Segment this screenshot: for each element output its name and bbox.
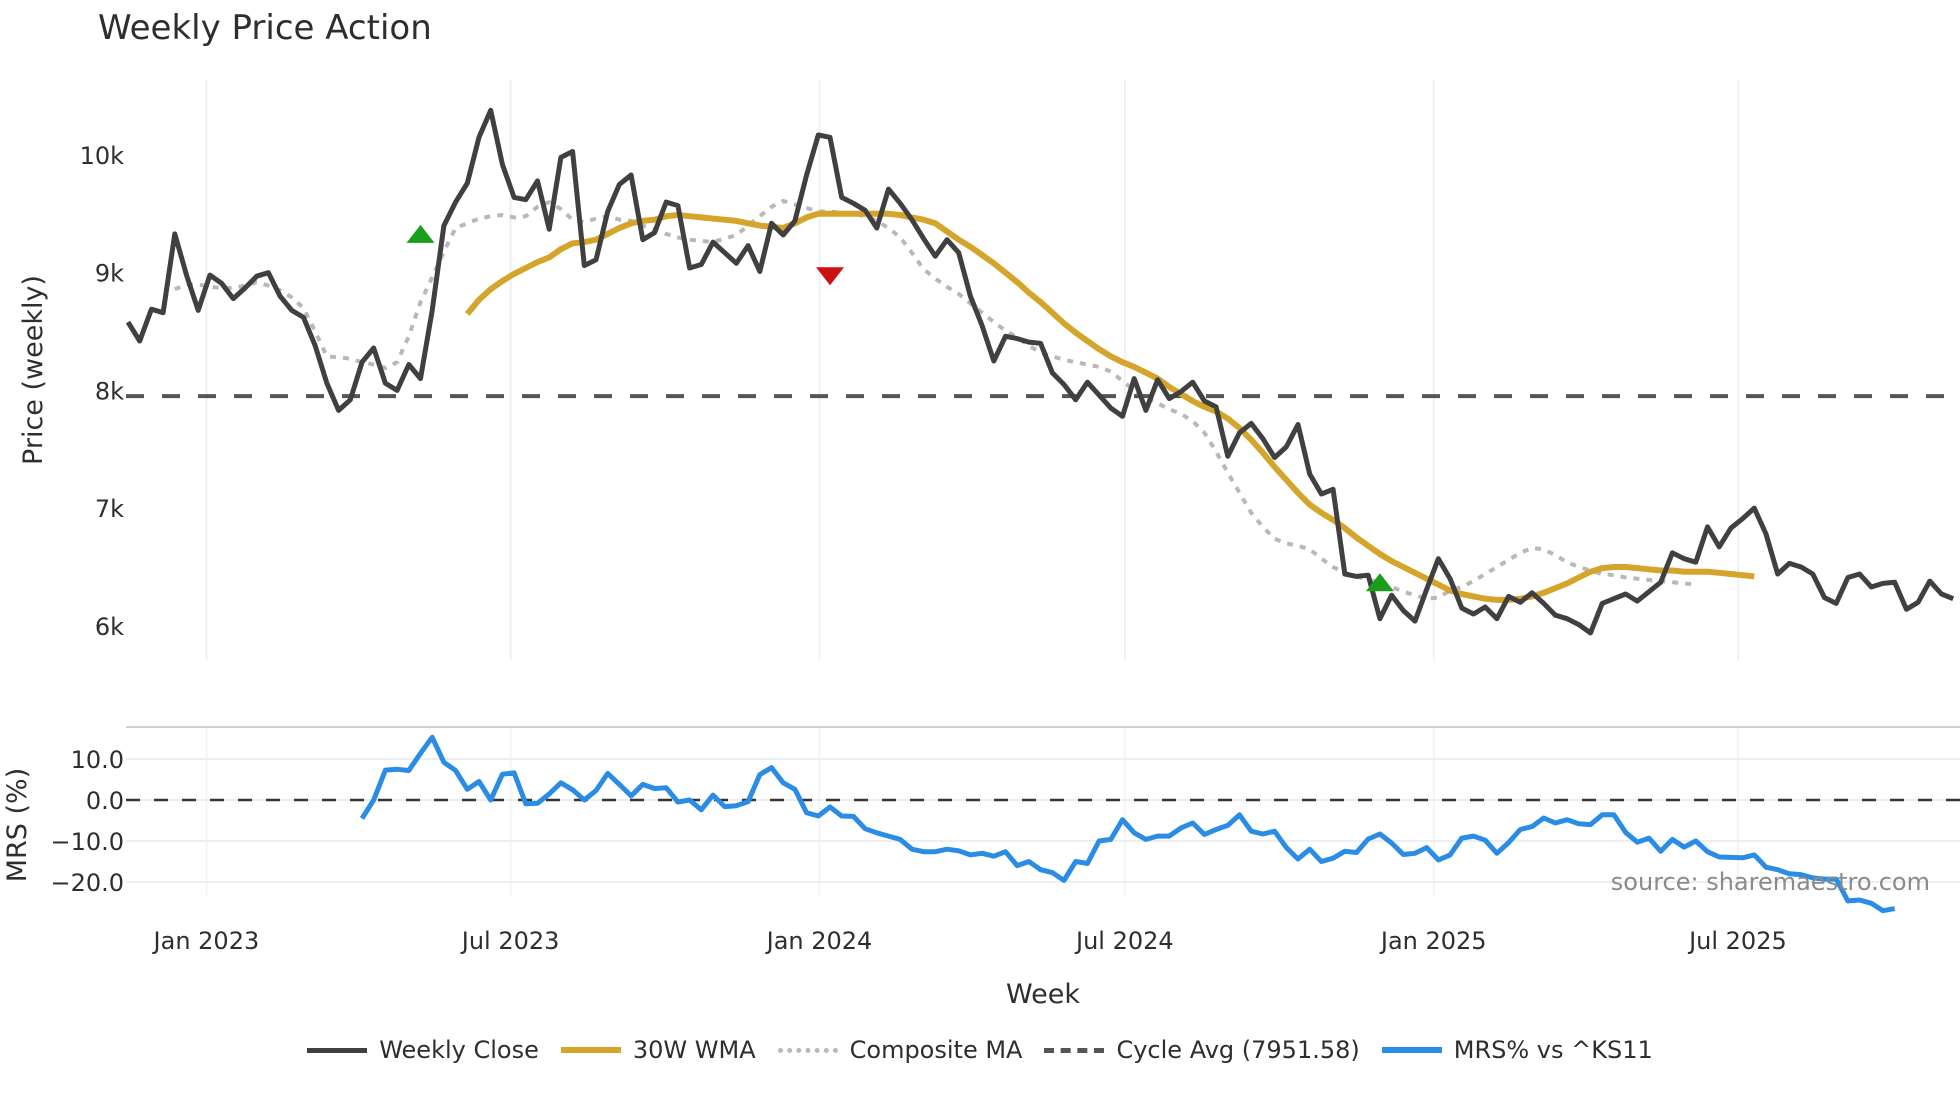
mrs-tick-label: −10.0 — [50, 828, 124, 856]
x-tick-label: Jan 2024 — [765, 927, 873, 955]
price-tick-label: 8k — [95, 377, 124, 405]
x-tick-label: Jul 2024 — [1074, 927, 1174, 955]
buy-signal-triangle-icon — [1365, 573, 1394, 592]
x-tick-label: Jan 2025 — [1379, 927, 1487, 955]
axis-ticks: Jan 2023 Jul 2023 Jan 2024 Jul 2024 Jan 2025… — [50, 142, 1786, 955]
legend-label: Composite MA — [849, 1036, 1023, 1064]
legend-item-30w-wma[interactable]: 30W WMA — [560, 1036, 756, 1064]
x-tick-label: Jan 2023 — [152, 927, 260, 955]
line-swatch-icon — [1381, 1047, 1442, 1053]
x-axis-title: Week — [1006, 979, 1080, 1010]
legend-label: MRS% vs ^KS11 — [1453, 1036, 1653, 1064]
dashed-swatch-icon — [1044, 1047, 1105, 1053]
price-tick-label: 6k — [95, 613, 124, 641]
reference-lines — [126, 394, 1960, 802]
legend-item-cycle-avg[interactable]: Cycle Avg (7951.58) — [1044, 1036, 1360, 1064]
legend-label: 30W WMA — [632, 1036, 756, 1064]
legend-item-mrs[interactable]: MRS% vs ^KS11 — [1381, 1036, 1653, 1064]
x-tick-label: Jul 2025 — [1687, 927, 1787, 955]
legend-item-composite-ma[interactable]: Composite MA — [777, 1036, 1023, 1064]
source-watermark: source: sharemaestro.com — [1611, 868, 1930, 896]
buy-signal-triangle-icon — [406, 224, 435, 243]
composite-ma-line — [174, 198, 1697, 601]
mrs-line — [359, 734, 1896, 914]
line-swatch-icon — [560, 1047, 621, 1053]
price-tick-label: 9k — [95, 260, 124, 288]
mrs-tick-label: 0.0 — [86, 787, 124, 815]
price-tick-label: 10k — [80, 142, 125, 170]
legend-item-weekly-close[interactable]: Weekly Close — [307, 1036, 539, 1064]
x-tick-label: Jul 2023 — [460, 927, 560, 955]
weekly-close-line — [125, 107, 1955, 636]
gridlines — [126, 80, 1960, 895]
legend: Weekly Close 30W WMA Composite MA Cycle … — [0, 1036, 1960, 1064]
price-tick-label: 7k — [95, 495, 124, 523]
sell-signal-triangle-icon — [816, 267, 844, 286]
signal-markers — [406, 224, 1394, 592]
legend-label: Cycle Avg (7951.58) — [1116, 1036, 1360, 1064]
legend-label: Weekly Close — [379, 1036, 539, 1064]
chart-title: Weekly Price Action — [98, 8, 432, 48]
line-swatch-icon — [307, 1047, 368, 1053]
dotted-swatch-icon — [777, 1047, 838, 1053]
mrs-y-axis-title: MRS (%) — [2, 768, 33, 883]
series-lines — [125, 107, 1955, 914]
mrs-tick-label: −20.0 — [50, 869, 124, 897]
price-y-axis-title: Price (weekly) — [18, 275, 49, 465]
mrs-tick-label: 10.0 — [71, 746, 124, 774]
